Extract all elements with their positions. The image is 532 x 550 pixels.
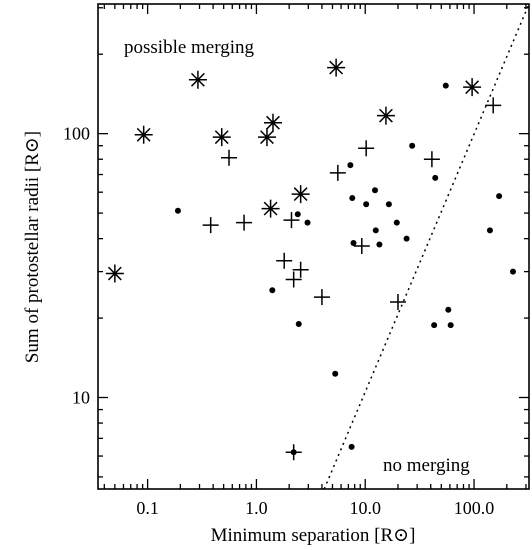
y-tick-label: 100 xyxy=(63,124,90,144)
data-point-asterisk xyxy=(134,125,153,144)
data-point-asterisk xyxy=(376,106,395,125)
data-point-plus xyxy=(221,149,238,166)
data-point-asterisk xyxy=(188,70,207,89)
data-point-dot xyxy=(295,320,302,327)
data-point-dot xyxy=(409,142,416,149)
data-point-dot xyxy=(332,370,339,377)
data-point-dot xyxy=(290,449,297,456)
data-point-dot xyxy=(348,443,355,450)
data-point-dot xyxy=(350,240,357,247)
data-point-dot xyxy=(269,287,276,294)
data-point-asterisk xyxy=(261,199,280,218)
annotation-possible-merging: possible merging xyxy=(124,37,255,58)
data-point-dot xyxy=(403,235,410,242)
no-merging-boundary-line xyxy=(323,4,529,489)
x-tick-label: 10.0 xyxy=(349,498,381,518)
data-point-dot xyxy=(385,201,392,208)
x-axis-title: Minimum separation [R⊙] xyxy=(211,525,416,546)
data-point-plus xyxy=(358,140,375,157)
data-point-dot xyxy=(349,195,356,202)
data-point-plus xyxy=(236,214,253,231)
data-point-plus xyxy=(423,151,440,168)
data-point-plus xyxy=(292,261,309,278)
data-point-plus xyxy=(329,164,346,181)
x-tick-label: 100.0 xyxy=(454,498,495,518)
data-point-dot xyxy=(447,322,454,329)
data-point-dot xyxy=(442,82,449,89)
data-point-dot xyxy=(486,227,493,234)
data-point-plus xyxy=(285,271,302,288)
data-point-dot xyxy=(376,241,383,248)
data-point-asterisk xyxy=(212,128,231,147)
data-point-dot xyxy=(393,219,400,226)
y-axis-title: Sum of protostellar radii [R⊙] xyxy=(22,131,43,363)
data-point-dot xyxy=(304,219,311,226)
plot-frame xyxy=(97,3,530,490)
x-tick-label: 0.1 xyxy=(136,498,159,518)
data-point-asterisk xyxy=(257,128,276,147)
data-point-dot xyxy=(496,193,503,200)
x-tick-label: 1.0 xyxy=(245,498,268,518)
data-point-asterisk xyxy=(463,78,482,97)
data-point-dot xyxy=(294,211,301,218)
data-point-dot xyxy=(372,227,379,234)
data-point-dot xyxy=(363,201,370,208)
y-tick-label: 10 xyxy=(72,387,90,407)
data-point-dot xyxy=(372,187,379,194)
data-point-dot xyxy=(347,162,354,169)
data-point-asterisk xyxy=(105,264,124,283)
data-point-dot xyxy=(431,322,438,329)
data-point-plus xyxy=(389,294,406,311)
data-point-asterisk xyxy=(327,58,346,77)
data-point-plus xyxy=(313,289,330,306)
data-point-asterisk xyxy=(263,113,282,132)
data-point-plus xyxy=(485,97,502,114)
data-point-dot xyxy=(445,306,452,313)
data-point-plus xyxy=(283,212,300,229)
data-point-plus xyxy=(353,238,370,255)
data-point-plus xyxy=(202,217,219,234)
data-point-asterisk xyxy=(291,185,310,204)
data-point-plus xyxy=(276,252,293,269)
data-point-dot xyxy=(509,268,516,275)
data-point-dot xyxy=(432,174,439,181)
annotation-no-merging: no merging xyxy=(383,455,470,476)
data-point-dot xyxy=(174,207,181,214)
